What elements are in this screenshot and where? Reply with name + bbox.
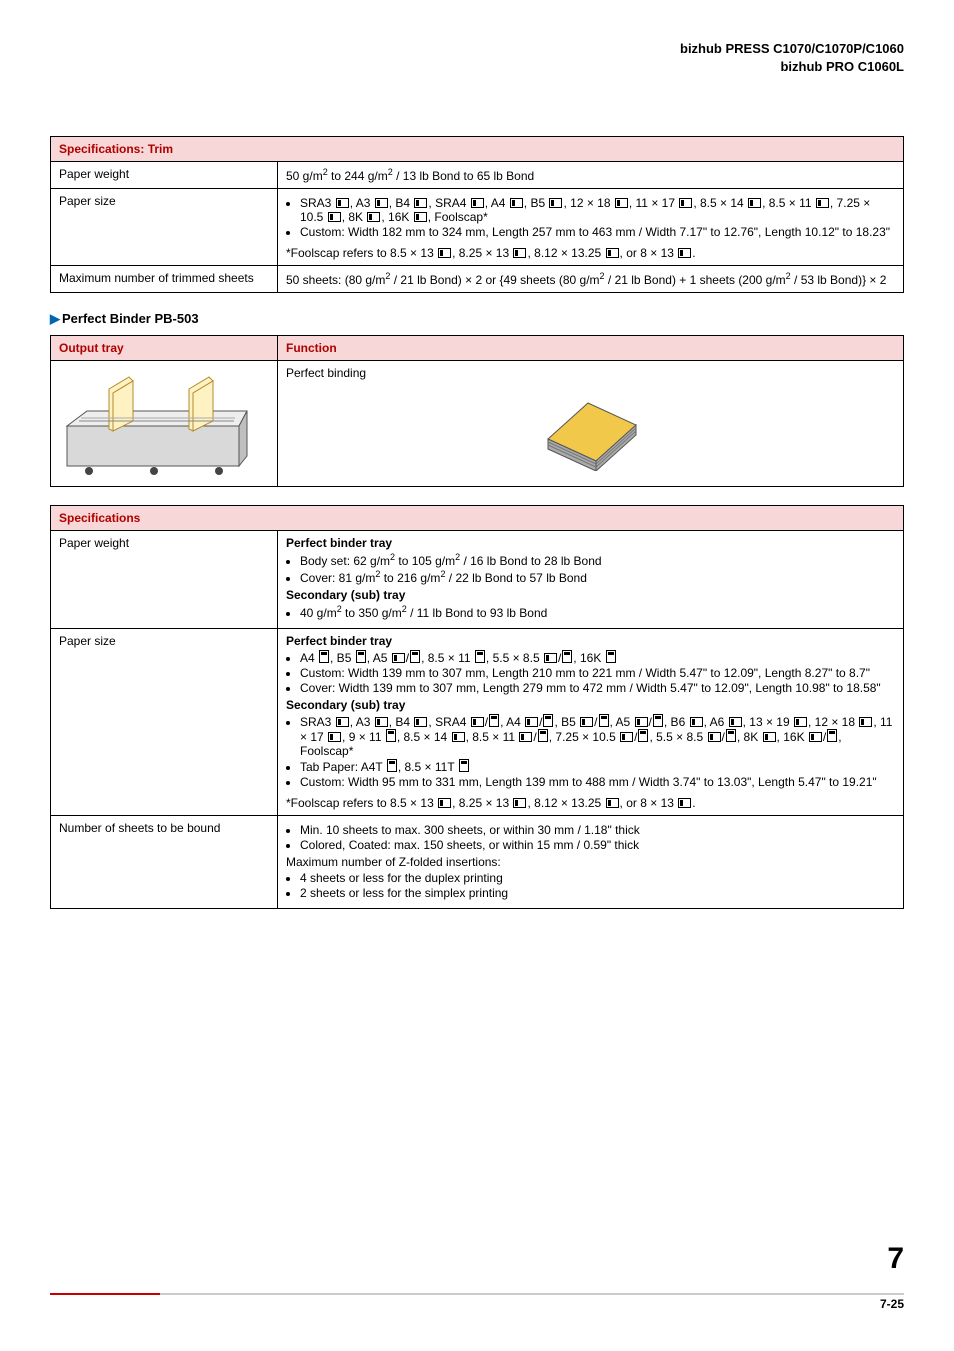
pb-ns-value: Min. 10 sheets to max. 300 sheets, or wi…: [278, 816, 904, 909]
pb-table: Specifications Paper weight Perfect bind…: [50, 505, 904, 909]
footer-bar: 7-25: [50, 1293, 904, 1311]
trim-pw-label: Paper weight: [51, 162, 278, 189]
table-row: Paper weight Perfect binder trayBody set…: [51, 531, 904, 629]
trim-pw-value: 50 g/m2 to 244 g/m2 / 13 lb Bond to 65 l…: [278, 162, 904, 189]
table-row: Paper size Perfect binder trayA4 , B5 , …: [51, 629, 904, 816]
doc-header: bizhub PRESS C1070/C1070P/C1060 bizhub P…: [50, 40, 904, 76]
output-hdr-right: Function: [278, 336, 904, 361]
function-cell: Perfect binding: [278, 361, 904, 487]
triangle-icon: ▶: [50, 311, 60, 326]
booklet-icon: [536, 391, 646, 471]
trim-table: Specifications: Trim Paper weight 50 g/m…: [50, 136, 904, 293]
table-row: Number of sheets to be bound Min. 10 she…: [51, 816, 904, 909]
table-row: Maximum number of trimmed sheets 50 shee…: [51, 266, 904, 293]
trim-ps-value: SRA3 , A3 , B4 , SRA4 , A4 , B5 , 12 × 1…: [278, 189, 904, 266]
table-row: Paper weight 50 g/m2 to 244 g/m2 / 13 lb…: [51, 162, 904, 189]
trim-ps-foot: *Foolscap refers to 8.5 × 13 , 8.25 × 13…: [286, 246, 895, 260]
pb-ps-label: Paper size: [51, 629, 278, 816]
page: bizhub PRESS C1070/C1070P/C1060 bizhub P…: [0, 0, 954, 1351]
section-title-text: Perfect Binder PB-503: [62, 311, 199, 326]
trim-max-label: Maximum number of trimmed sheets: [51, 266, 278, 293]
chapter-number: 7: [887, 1242, 904, 1276]
table-row: Paper size SRA3 , A3 , B4 , SRA4 , A4 , …: [51, 189, 904, 266]
list-item: SRA3 , A3 , B4 , SRA4 , A4 , B5 , 12 × 1…: [300, 196, 895, 225]
trim-ps-label: Paper size: [51, 189, 278, 266]
pb-pw-label: Paper weight: [51, 531, 278, 629]
pb-pw-value: Perfect binder trayBody set: 62 g/m2 to …: [278, 531, 904, 629]
pb-ns-label: Number of sheets to be bound: [51, 816, 278, 909]
page-number: 7-25: [880, 1297, 904, 1311]
output-hdr-left: Output tray: [51, 336, 278, 361]
trim-header: Specifications: Trim: [51, 137, 904, 162]
trim-max-value: 50 sheets: (80 g/m2 / 21 lb Bond) × 2 or…: [278, 266, 904, 293]
tray-illustration-cell: [51, 361, 278, 487]
tray-icon: [59, 371, 249, 481]
list-item: Custom: Width 182 mm to 324 mm, Length 2…: [300, 225, 895, 240]
pb-ps-value: Perfect binder trayA4 , B5 , A5 /, 8.5 ×…: [278, 629, 904, 816]
output-table: Output tray Function: [50, 335, 904, 487]
header-line-1: bizhub PRESS C1070/C1070P/C1060: [50, 40, 904, 58]
table-row: Perfect binding: [51, 361, 904, 487]
header-line-2: bizhub PRO C1060L: [50, 58, 904, 76]
footer-accent: [50, 1293, 160, 1295]
function-label: Perfect binding: [286, 366, 895, 383]
trim-ps-bullets: SRA3 , A3 , B4 , SRA4 , A4 , B5 , 12 × 1…: [300, 196, 895, 240]
section-title: ▶Perfect Binder PB-503: [50, 311, 904, 327]
pb-header: Specifications: [51, 506, 904, 531]
